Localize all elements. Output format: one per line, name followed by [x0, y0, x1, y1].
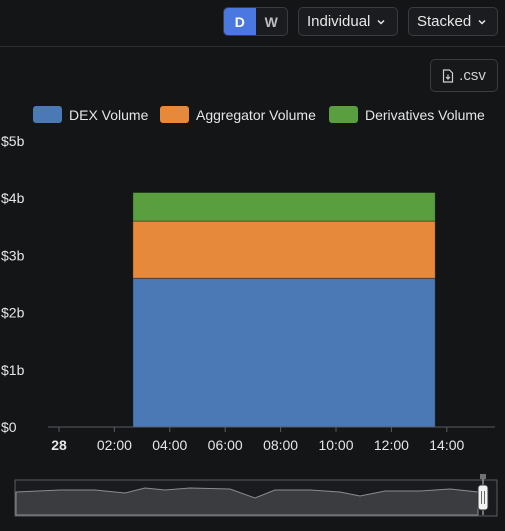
legend-swatch-dex [33, 106, 62, 123]
y-tick-label: $5b [1, 133, 25, 149]
y-tick-label: $4b [1, 190, 25, 206]
y-tick-label: $1b [1, 362, 25, 378]
download-csv-label: .csv [459, 67, 486, 84]
bar-segment-aggregator [132, 220, 436, 279]
period-toggle: D W [223, 7, 288, 36]
x-tick-label: 28 [51, 437, 67, 453]
legend-item-dex[interactable]: DEX Volume [33, 106, 148, 123]
legend-label-aggregator: Aggregator Volume [196, 106, 316, 123]
bar-segment-dex [132, 277, 436, 428]
legend-label-dex: DEX Volume [69, 106, 149, 123]
time-range-navigator[interactable] [0, 470, 505, 531]
file-download-icon [443, 68, 454, 83]
chart-toolbar: D W Individual Stacked [0, 0, 505, 47]
chevron-down-icon [377, 19, 385, 25]
x-tick-label: 08:00 [263, 437, 298, 453]
bar-segment-derivatives [132, 191, 436, 222]
x-tick-label: 12:00 [374, 437, 409, 453]
x-tick-label: 14:00 [429, 437, 464, 453]
legend-item-derivatives[interactable]: Derivatives Volume [329, 106, 485, 123]
y-tick-label: $3b [1, 247, 25, 263]
period-day-button[interactable]: D [224, 8, 256, 35]
legend-label-derivatives: Derivatives Volume [365, 106, 485, 123]
x-tick-label: 06:00 [208, 437, 243, 453]
y-axis: $0 $1b $2b $3b $4b $5b [1, 133, 25, 435]
legend-item-aggregator[interactable]: Aggregator Volume [160, 106, 316, 123]
navigator-sparkline [15, 487, 479, 516]
mode-dropdown-label: Individual [307, 13, 371, 30]
bar-series [132, 191, 436, 428]
chart-legend: DEX Volume Aggregator Volume Derivatives… [0, 106, 505, 128]
mode-dropdown[interactable]: Individual [298, 7, 398, 36]
y-tick-label: $2b [1, 305, 25, 321]
navigator-handle[interactable] [477, 474, 489, 511]
legend-swatch-aggregator [160, 106, 189, 123]
layout-dropdown[interactable]: Stacked [408, 7, 498, 36]
download-csv-button[interactable]: .csv [430, 59, 498, 92]
layout-dropdown-label: Stacked [417, 13, 472, 30]
volume-chart: $0 $1b $2b $3b $4b $5b 28 02:00 04:00 06:00 08:00… [1, 133, 495, 453]
x-tick-label: 10:00 [318, 437, 353, 453]
legend-swatch-derivatives [329, 106, 358, 123]
chevron-down-icon [478, 19, 486, 25]
x-axis: 28 02:00 04:00 06:00 08:00 10:00 12:00 14:00 [51, 427, 465, 453]
x-tick-label: 04:00 [152, 437, 187, 453]
x-tick-label: 02:00 [97, 437, 132, 453]
period-week-button[interactable]: W [264, 13, 278, 30]
y-tick-label: $0 [1, 419, 17, 435]
